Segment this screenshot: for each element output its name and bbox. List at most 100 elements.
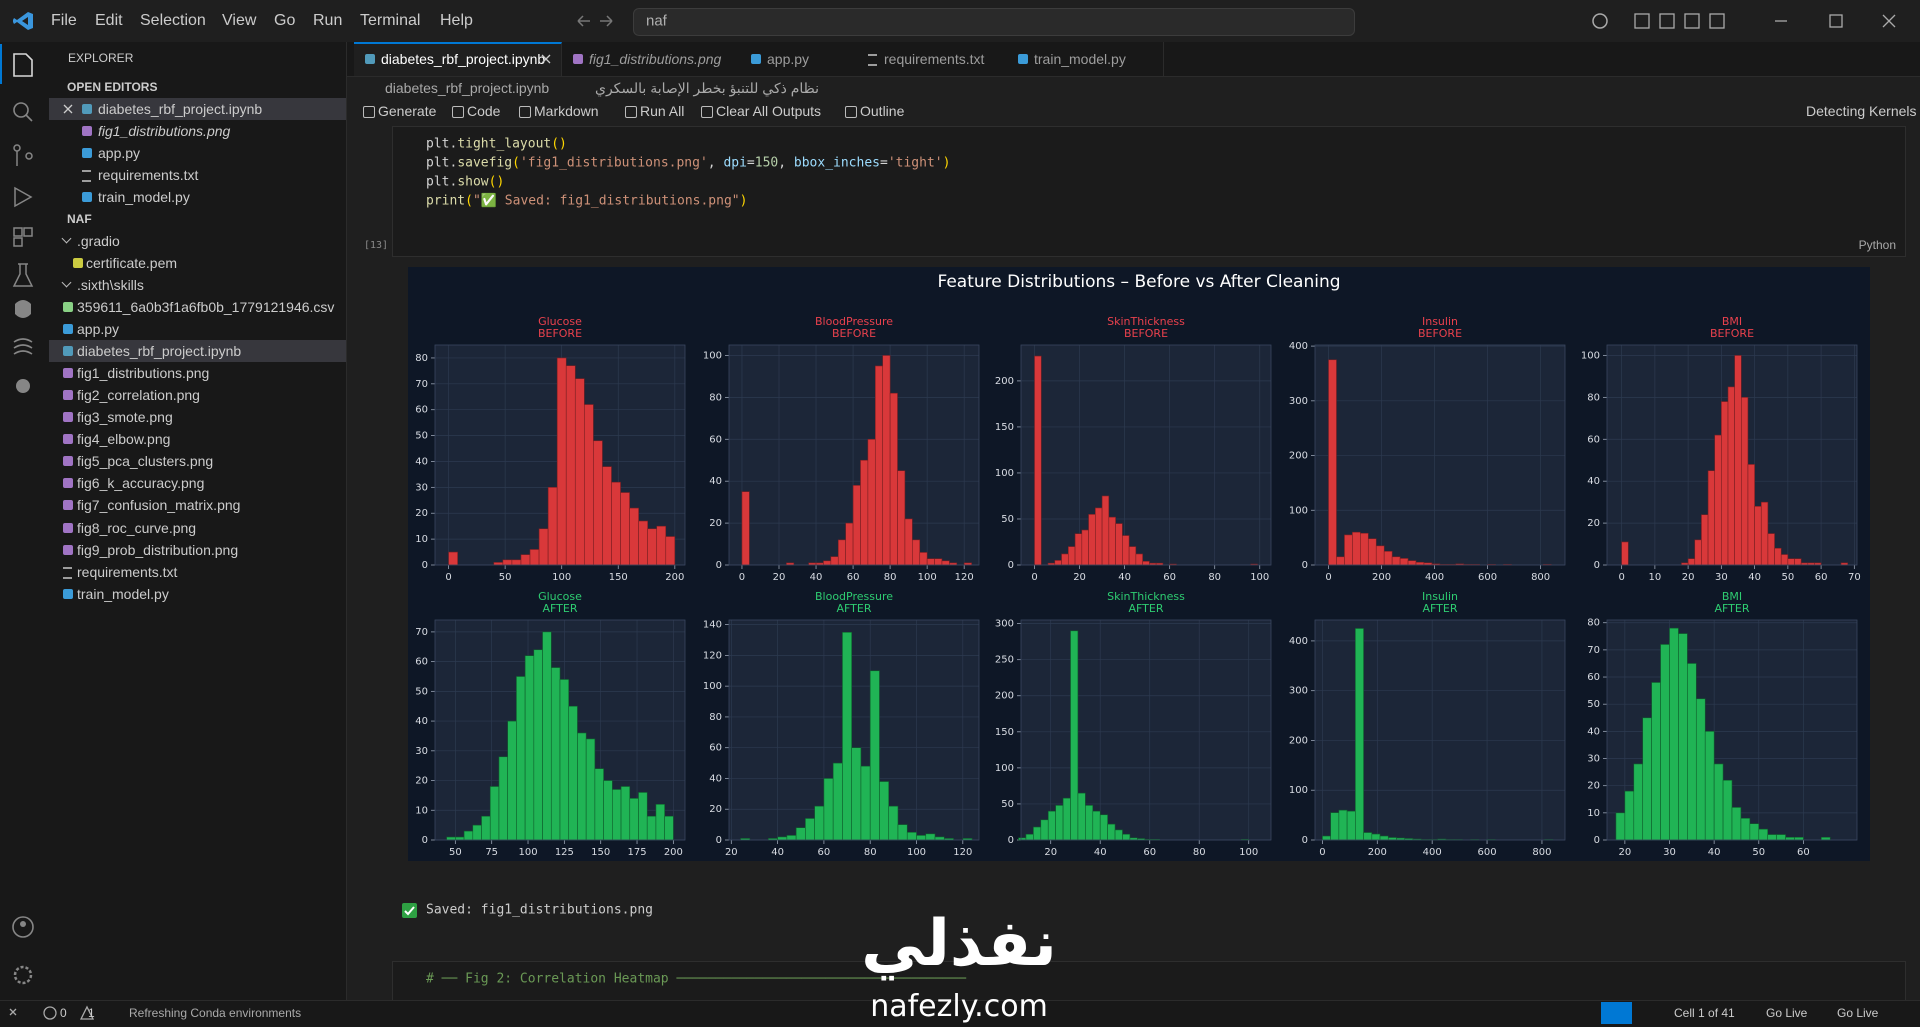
histogram-bar — [577, 733, 586, 840]
histogram-bar — [521, 555, 530, 565]
close-icon[interactable] — [62, 103, 74, 115]
menu-item[interactable]: Terminal — [360, 13, 420, 29]
histogram-bar — [612, 789, 621, 840]
cell-output: Saved: fig1_distributions.png — [426, 904, 653, 917]
nav-arrows[interactable] — [575, 12, 615, 30]
file-icon — [573, 54, 583, 64]
histogram-bar — [927, 559, 934, 565]
y-tick-label: 40 — [1587, 726, 1600, 737]
menu-item[interactable]: Run — [313, 13, 342, 29]
file-item[interactable]: fig7_confusion_matrix.png — [77, 498, 240, 512]
open-editor[interactable]: app.py — [98, 146, 140, 160]
histogram-bar — [473, 825, 482, 840]
histogram-bar — [1055, 560, 1062, 565]
window-controls[interactable] — [1590, 11, 1910, 31]
histogram-bar — [1678, 634, 1687, 840]
search-box[interactable] — [633, 8, 1355, 36]
y-tick-label: 30 — [415, 482, 428, 493]
toolbar-button[interactable]: Generate — [378, 104, 436, 118]
file-item[interactable]: fig4_elbow.png — [77, 432, 170, 446]
file-icon — [63, 302, 73, 312]
tab-label[interactable]: train_model.py — [1034, 52, 1126, 66]
breadcrumb-file[interactable]: diabetes_rbf_project.ipynb — [385, 81, 549, 95]
histogram-bar — [1035, 356, 1042, 565]
file-item[interactable]: fig8_roc_curve.png — [77, 521, 196, 535]
histogram-bar — [1761, 502, 1768, 565]
histogram-bar — [638, 792, 647, 840]
tab-label[interactable]: requirements.txt — [884, 52, 984, 66]
file-item[interactable]: fig2_correlation.png — [77, 388, 200, 402]
histogram-bar — [534, 650, 543, 840]
y-tick-label: 60 — [709, 743, 722, 754]
open-editor[interactable]: diabetes_rbf_project.ipynb — [98, 102, 262, 116]
tab-close[interactable] — [540, 53, 552, 65]
histogram-bar — [1735, 355, 1742, 565]
x-tick-label: 20 — [1682, 572, 1695, 583]
section-title[interactable]: OPEN EDITORS — [67, 81, 157, 93]
kernel-status[interactable]: Detecting Kernels — [1806, 104, 1917, 118]
histogram-bar — [1063, 798, 1070, 840]
file-item[interactable]: fig3_smote.png — [77, 410, 173, 424]
open-editor[interactable]: train_model.py — [98, 190, 190, 204]
x-tick-label: 80 — [1193, 847, 1206, 858]
toolbar-button[interactable]: Run All — [640, 104, 684, 118]
y-tick-label: 40 — [415, 456, 428, 467]
histogram-bar — [870, 671, 879, 840]
histogram-bar — [1701, 515, 1708, 565]
activity-icons[interactable] — [0, 42, 46, 1000]
file-item[interactable]: fig5_pca_clusters.png — [77, 454, 213, 468]
histogram-bar — [1768, 835, 1777, 840]
file-item[interactable]: fig6_k_accuracy.png — [77, 476, 204, 490]
file-item[interactable]: certificate.pem — [86, 256, 177, 270]
status-warnings[interactable]: 1 — [88, 1007, 95, 1019]
open-editor[interactable]: fig1_distributions.png — [98, 124, 230, 138]
go-live[interactable]: Go Live — [1837, 1007, 1878, 1019]
toolbar-button[interactable]: Markdown — [534, 104, 599, 118]
toolbar-button[interactable]: Outline — [860, 104, 904, 118]
zoom-button[interactable] — [1601, 1002, 1632, 1024]
histogram-bar — [905, 519, 912, 565]
histogram-bar — [604, 781, 613, 840]
section-title[interactable]: NAF — [67, 213, 92, 225]
menu-item[interactable]: Selection — [140, 13, 206, 29]
toolbar-button[interactable]: Clear All Outputs — [716, 104, 821, 118]
histogram-bar — [1775, 548, 1782, 565]
tab-label[interactable]: diabetes_rbf_project.ipynb — [381, 52, 545, 66]
toolbar-icon — [363, 106, 375, 118]
y-tick-label: 30 — [1587, 754, 1600, 765]
menu-item[interactable]: Help — [440, 13, 473, 29]
menu-item[interactable]: Edit — [95, 13, 123, 29]
menu-item[interactable]: View — [222, 13, 256, 29]
histogram-bar — [639, 521, 648, 565]
file-item[interactable]: requirements.txt — [77, 565, 177, 579]
tab-label[interactable]: app.py — [767, 52, 809, 66]
code-cell[interactable] — [392, 126, 1906, 257]
cell-position[interactable]: Cell 1 of 41 — [1674, 1007, 1735, 1019]
go-live[interactable]: Go Live — [1766, 1007, 1807, 1019]
toolbar-button[interactable]: Code — [467, 104, 500, 118]
file-item[interactable]: app.py — [77, 322, 119, 336]
cell-language[interactable]: Python — [1859, 239, 1896, 251]
file-item[interactable]: .gradio — [77, 234, 120, 248]
subplot-subtitle: BEFORE — [538, 327, 582, 340]
code-line: plt.show() — [426, 176, 504, 189]
menu-item[interactable]: File — [51, 13, 77, 29]
histogram-bar — [917, 835, 926, 840]
file-item[interactable]: diabetes_rbf_project.ipynb — [77, 344, 241, 358]
open-editor[interactable]: requirements.txt — [98, 168, 198, 182]
histogram-bar — [648, 529, 657, 565]
y-tick-label: 150 — [995, 422, 1014, 433]
tab-label[interactable]: fig1_distributions.png — [589, 52, 721, 66]
file-item[interactable]: 359611_6a0b3f1a6fb0b_1779121946.csv — [77, 300, 334, 314]
file-item[interactable]: fig9_prob_distribution.png — [77, 543, 238, 557]
file-item[interactable]: fig1_distributions.png — [77, 366, 209, 380]
file-item[interactable]: .sixth\skills — [77, 278, 144, 292]
breadcrumb-section[interactable]: نظام ذكي للتنبؤ بخطر الإصابة بالسكري — [595, 81, 819, 95]
x-tick-label: 0 — [1319, 847, 1325, 858]
histogram-bar — [935, 559, 942, 565]
file-item[interactable]: train_model.py — [77, 587, 169, 601]
x-tick-label: 80 — [1208, 572, 1221, 583]
menu-item[interactable]: Go — [274, 13, 295, 29]
code-token: plt. — [426, 175, 457, 190]
status-errors[interactable]: 0 — [60, 1007, 67, 1019]
